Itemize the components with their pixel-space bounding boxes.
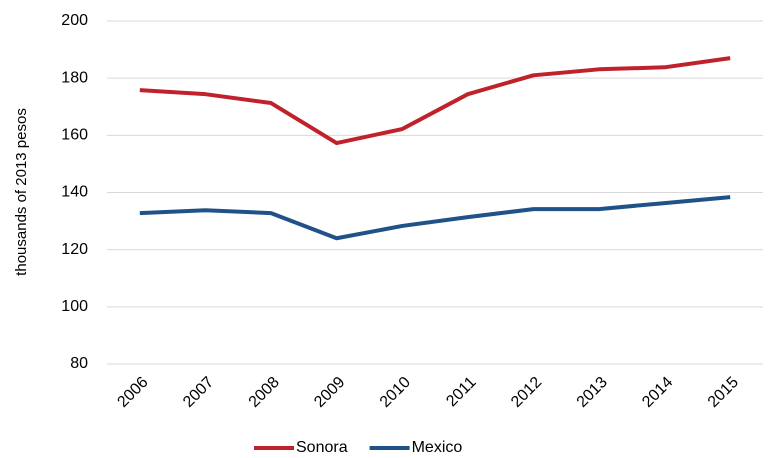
x-tick-label: 2011	[443, 374, 479, 410]
y-tick-label: 140	[61, 184, 88, 201]
y-tick-label: 200	[61, 12, 88, 29]
legend-label: Sonora	[296, 439, 348, 456]
y-tick-label: 80	[70, 355, 88, 372]
y-tick-label: 120	[61, 241, 88, 258]
x-tick-label: 2013	[574, 374, 611, 411]
x-tick-label: 2014	[639, 374, 676, 411]
y-tick-label: 100	[61, 298, 88, 315]
x-tick-label: 2015	[705, 374, 742, 411]
legend-label: Mexico	[412, 439, 463, 456]
x-tick-label: 2012	[508, 374, 545, 411]
line	[139, 56, 731, 146]
x-tick-label: 2010	[377, 374, 414, 411]
x-tick-label: 2009	[311, 374, 348, 411]
y-tick-label: 160	[61, 127, 88, 144]
y-axis-label: thousands of 2013 pesos	[13, 108, 30, 276]
line	[139, 195, 731, 241]
x-tick-label: 2008	[246, 374, 283, 411]
x-tick-label: 2006	[114, 374, 151, 411]
y-tick-label: 180	[61, 69, 88, 86]
x-tick-label: 2007	[180, 374, 217, 411]
